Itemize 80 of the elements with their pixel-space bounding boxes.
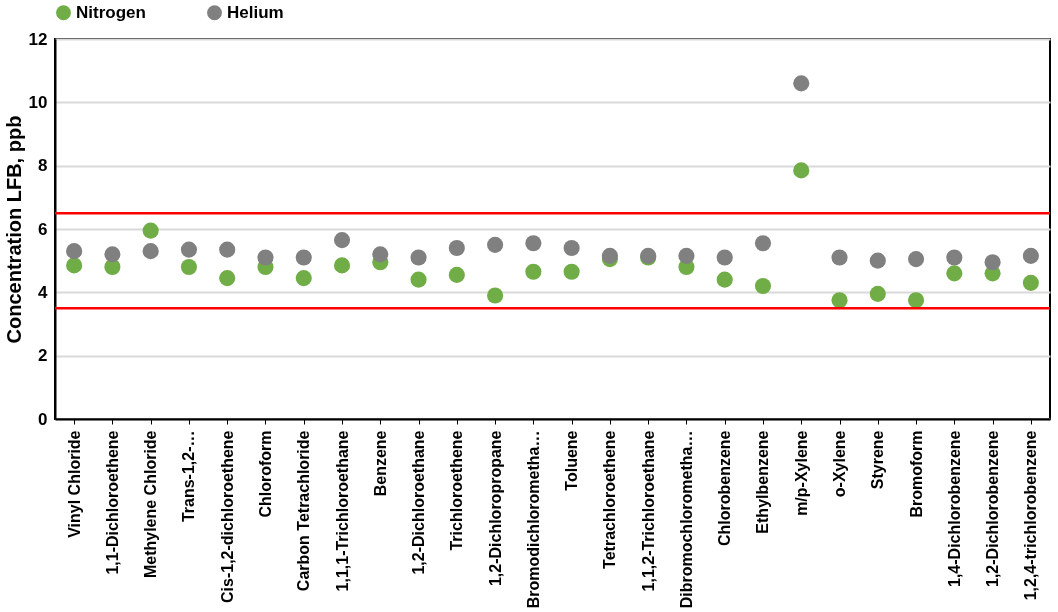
point	[946, 265, 963, 282]
x-tick-label: 1,2-Dichloroethane	[410, 430, 428, 575]
point	[946, 249, 963, 266]
y-tick-label: 12	[28, 29, 48, 49]
x-tick-label: 1,2-Dichlorobenzene	[984, 430, 1002, 587]
point	[869, 285, 886, 302]
point	[1022, 274, 1039, 291]
point	[793, 162, 810, 179]
y-tick-label: 0	[38, 409, 48, 429]
x-tick-label: Methylene Chloride	[142, 430, 160, 579]
point	[831, 292, 848, 309]
x-tick-label: Trichloroethene	[448, 430, 466, 551]
point	[563, 239, 580, 257]
point	[410, 271, 427, 288]
point	[295, 249, 312, 266]
point	[372, 246, 389, 263]
y-axis-title: Concentration LFB, ppb	[2, 115, 25, 344]
point	[180, 241, 197, 258]
x-tick-label: Tetrachloroethene	[601, 430, 619, 569]
x-tick-label: m/p-Xylene	[792, 430, 810, 516]
x-tick-label: Dibromochlorometha…	[677, 430, 695, 609]
point	[487, 287, 504, 304]
y-tick-label: 2	[38, 346, 48, 366]
point	[525, 235, 542, 252]
point	[563, 263, 580, 280]
x-tick-label: o-Xylene	[831, 430, 849, 498]
point	[525, 263, 542, 280]
x-tick-label: Ethylbenzene	[754, 430, 772, 534]
point	[793, 75, 810, 92]
point	[754, 235, 772, 252]
x-tick-label: Trans-1,2-…	[180, 430, 198, 523]
y-tick-label: 6	[38, 219, 48, 239]
point	[333, 232, 351, 249]
point	[601, 247, 618, 264]
point	[142, 222, 159, 239]
point	[142, 243, 159, 260]
point	[487, 236, 504, 253]
point	[219, 270, 236, 287]
point	[66, 257, 83, 274]
point	[219, 241, 236, 258]
point	[333, 257, 351, 274]
point	[180, 258, 197, 276]
point	[448, 239, 465, 257]
point	[678, 247, 695, 264]
x-tick-label: 1,1,1-Trichloroethane	[333, 430, 351, 592]
point	[66, 243, 83, 260]
point	[257, 249, 274, 266]
x-tick-label: Vinyl Chloride	[65, 430, 83, 538]
x-tick-label: 1,1-Dichloroethene	[103, 430, 121, 575]
x-tick-label: Styrene	[869, 430, 887, 490]
x-tick-label: Cis-1,2-dichloroethene	[218, 430, 236, 603]
legend-label: Helium	[227, 2, 284, 22]
point	[295, 270, 312, 287]
point	[410, 249, 427, 266]
y-tick-label: 8	[38, 156, 48, 176]
x-tick-label: Bromoform	[907, 430, 925, 518]
x-tick-label: 1,2,4-trichlorobenzene	[1022, 430, 1040, 601]
x-tick-label: 1,2-Dichloropropane	[486, 430, 504, 587]
point	[448, 266, 465, 283]
x-tick-label: Carbon Tetrachloride	[295, 430, 313, 592]
point	[984, 254, 1001, 271]
y-tick-label: 10	[28, 92, 48, 112]
x-tick-label: Toluene	[563, 430, 581, 491]
x-tick-label: Chlorobenzene	[716, 430, 734, 547]
point	[716, 249, 733, 266]
x-tick-label: Chloroform	[256, 430, 274, 518]
point	[754, 277, 772, 295]
legend-label: Nitrogen	[76, 2, 146, 22]
x-tick-label: Bromodichlorometha…	[524, 430, 542, 609]
point	[104, 246, 121, 263]
x-tick-label: Benzene	[371, 430, 389, 497]
point	[908, 251, 925, 268]
point	[831, 249, 848, 266]
point	[1022, 247, 1039, 264]
point	[716, 271, 733, 288]
y-tick-label: 4	[38, 282, 49, 302]
x-tick-label: 1,4-Dichlorobenzene	[945, 430, 963, 587]
point	[908, 292, 925, 309]
point	[869, 252, 886, 269]
x-tick-label: 1,1,2-Trichloroethane	[639, 430, 657, 592]
